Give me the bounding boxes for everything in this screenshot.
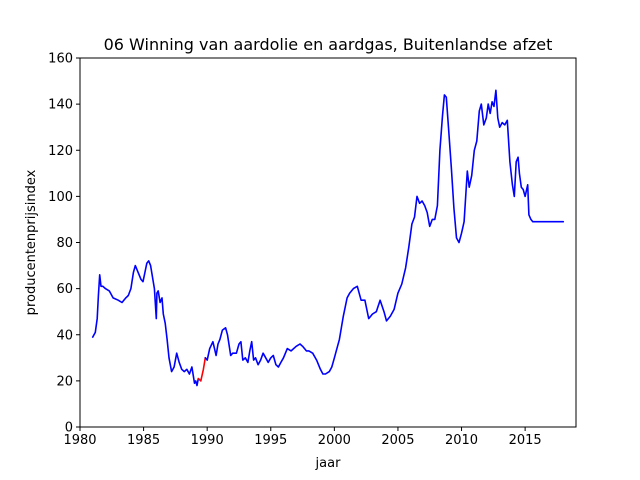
series-line-2 xyxy=(197,356,207,382)
x-tick-label: 2000 xyxy=(318,433,351,448)
y-tick-label: 160 xyxy=(48,52,73,67)
chart-title: 06 Winning van aardolie en aardgas, Buit… xyxy=(104,35,553,54)
y-tick-label: 140 xyxy=(48,98,73,113)
y-tick-label: 80 xyxy=(56,236,73,251)
x-axis: 1980 1985 1990 1995 2000 2005 2010 2015 xyxy=(63,427,542,448)
y-tick-label: 20 xyxy=(56,374,73,389)
y-tick-label: 0 xyxy=(65,421,73,436)
x-tick-label: 1990 xyxy=(191,433,224,448)
x-tick-label: 2010 xyxy=(445,433,478,448)
y-tick-label: 60 xyxy=(56,282,73,297)
y-tick-label: 40 xyxy=(56,328,73,343)
x-tick-label: 1985 xyxy=(127,433,160,448)
y-tick-label: 100 xyxy=(48,190,73,205)
x-axis-label: jaar xyxy=(315,456,342,471)
x-tick-label: 1995 xyxy=(254,433,287,448)
x-tick-label: 2015 xyxy=(509,433,542,448)
x-tick-label: 1980 xyxy=(63,433,96,448)
series-layer xyxy=(91,89,565,387)
series-line-3 xyxy=(204,89,565,375)
y-tick-label: 120 xyxy=(48,144,73,159)
y-axis: 0 20 40 60 80 100 120 140 160 xyxy=(48,52,80,436)
series-line-1 xyxy=(91,260,200,387)
y-axis-label: producentenprijsindex xyxy=(24,169,39,315)
x-tick-label: 2005 xyxy=(381,433,414,448)
